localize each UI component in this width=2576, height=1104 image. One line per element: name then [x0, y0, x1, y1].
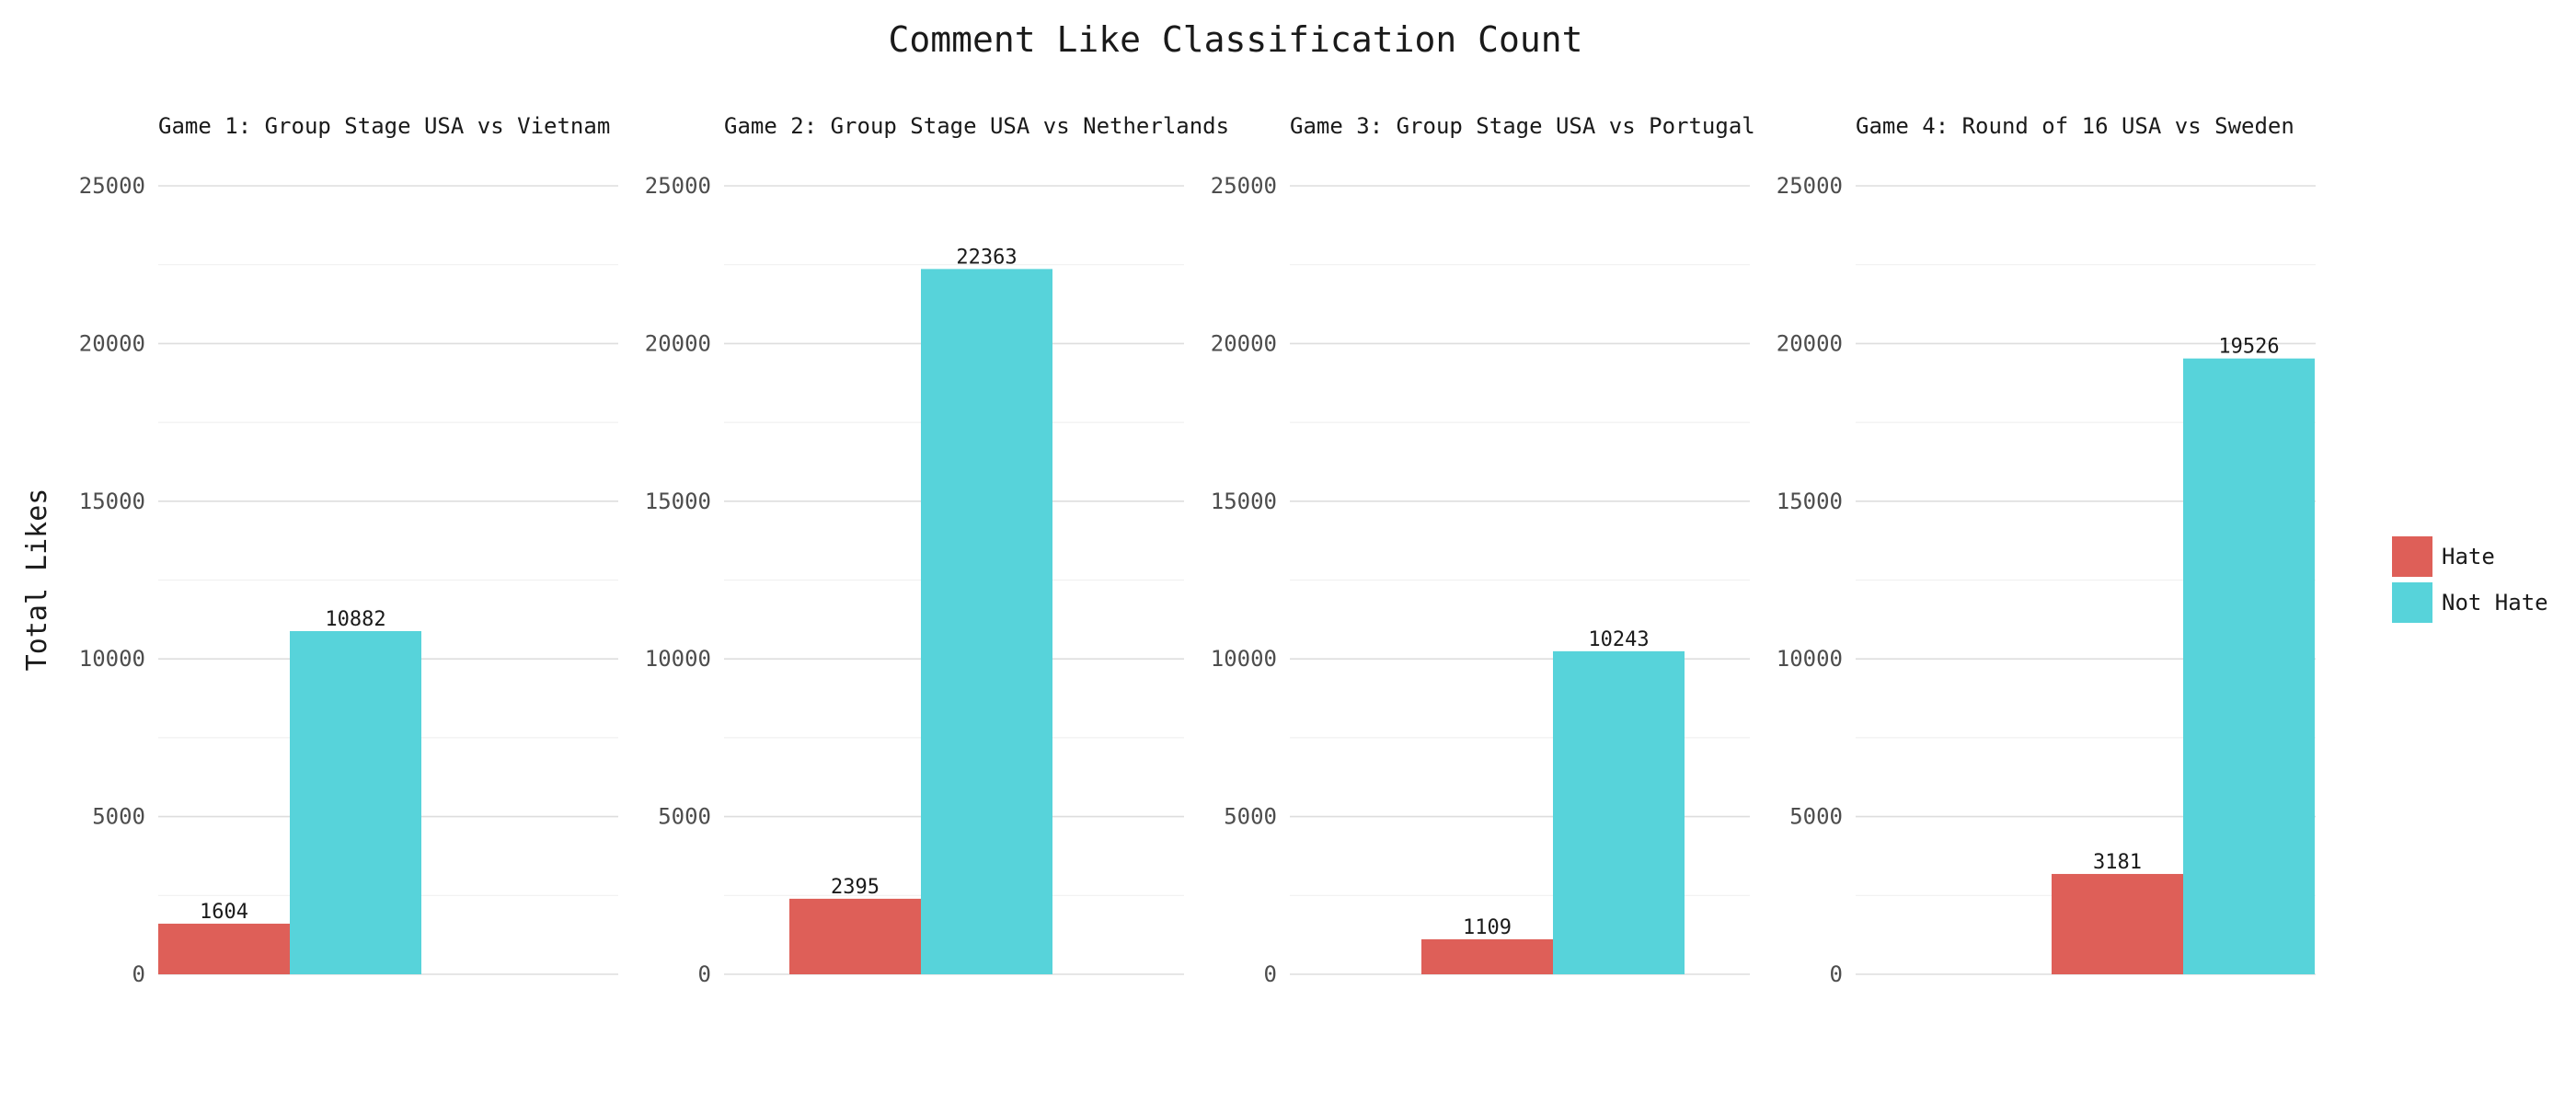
- y-tick-label: 0: [1830, 961, 1843, 987]
- bar-value-label: 1604: [200, 901, 248, 924]
- legend-swatch: [2392, 536, 2432, 577]
- panel-title: Game 2: Group Stage USA vs Netherlands: [724, 113, 1229, 139]
- y-tick-label: 15000: [1211, 489, 1277, 514]
- bar-value-label: 10882: [325, 608, 385, 631]
- y-tick-label: 20000: [1211, 330, 1277, 356]
- y-tick-label: 15000: [645, 489, 711, 514]
- y-tick-label: 15000: [79, 489, 145, 514]
- legend-swatch: [2392, 582, 2432, 623]
- legend-label: Hate: [2442, 544, 2495, 569]
- y-tick-label: 20000: [79, 330, 145, 356]
- bar-value-label: 3181: [2093, 851, 2142, 874]
- y-tick-label: 10000: [1211, 646, 1277, 672]
- y-tick-label: 0: [132, 961, 145, 987]
- bar-value-label: 2395: [831, 876, 880, 899]
- bar-value-label: 1109: [1463, 916, 1512, 939]
- bar-not-hate: [921, 269, 1052, 974]
- bar-hate: [1421, 938, 1553, 974]
- y-tick-label: 5000: [658, 804, 711, 830]
- bar-hate: [789, 898, 921, 974]
- y-tick-label: 25000: [1777, 173, 1843, 199]
- y-tick-label: 20000: [645, 330, 711, 356]
- y-tick-label: 10000: [645, 646, 711, 672]
- y-tick-label: 25000: [645, 173, 711, 199]
- y-tick-label: 10000: [1777, 646, 1843, 672]
- bar-not-hate: [2183, 358, 2315, 975]
- panel-title: Game 4: Round of 16 USA vs Sweden: [1856, 113, 2294, 139]
- bar-not-hate: [290, 630, 421, 974]
- y-axis-title: Total Likes: [21, 489, 53, 672]
- legend-label: Not Hate: [2442, 590, 2548, 615]
- y-tick-label: 25000: [79, 173, 145, 199]
- y-tick-label: 0: [1264, 961, 1277, 987]
- y-tick-label: 5000: [1789, 804, 1843, 830]
- y-tick-label: 20000: [1777, 330, 1843, 356]
- facet-panel: 0 5000 10000 15000 20000 25000 Game 3: Group S…: [1211, 113, 1755, 987]
- bar-value-label: 22363: [956, 246, 1017, 269]
- bar-value-label: 10243: [1588, 628, 1649, 651]
- chart-title: Comment Like Classification Count: [889, 19, 1583, 60]
- y-tick-label: 10000: [79, 646, 145, 672]
- y-tick-label: 25000: [1211, 173, 1277, 199]
- legend: Hate Not Hate: [2392, 536, 2548, 623]
- bar-value-label: 19526: [2218, 336, 2279, 359]
- y-tick-label: 5000: [92, 804, 145, 830]
- y-tick-label: 15000: [1777, 489, 1843, 514]
- bar-hate: [2052, 873, 2183, 974]
- facet-panel: 0 5000 10000 15000 20000 25000 Game 2: Group S…: [645, 113, 1229, 987]
- y-tick-label: 0: [698, 961, 711, 987]
- facet-panel: 0 5000 10000 15000 20000 25000 Game 4: Round o…: [1777, 113, 2316, 987]
- facet-panels: 0 5000 10000 15000 20000 25000 Game 1: Group S…: [79, 113, 2316, 987]
- panel-title: Game 1: Group Stage USA vs Vietnam: [158, 113, 610, 139]
- bar-hate: [158, 924, 290, 974]
- y-tick-label: 5000: [1224, 804, 1277, 830]
- bar-not-hate: [1553, 650, 1685, 974]
- panel-title: Game 3: Group Stage USA vs Portugal: [1290, 113, 1755, 139]
- facet-panel: 0 5000 10000 15000 20000 25000 Game 1: Group S…: [79, 113, 618, 987]
